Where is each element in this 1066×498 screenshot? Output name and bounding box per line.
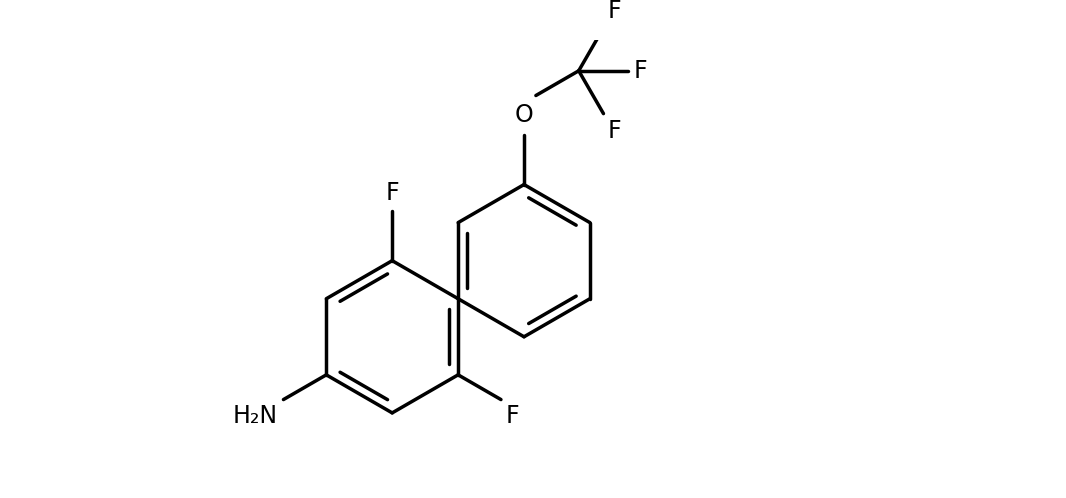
Text: F: F [386, 181, 399, 205]
Text: H₂N: H₂N [232, 404, 277, 428]
Text: O: O [515, 104, 533, 127]
Text: F: F [633, 59, 647, 83]
Text: F: F [608, 0, 620, 22]
Text: F: F [505, 404, 519, 428]
Text: F: F [608, 119, 620, 143]
